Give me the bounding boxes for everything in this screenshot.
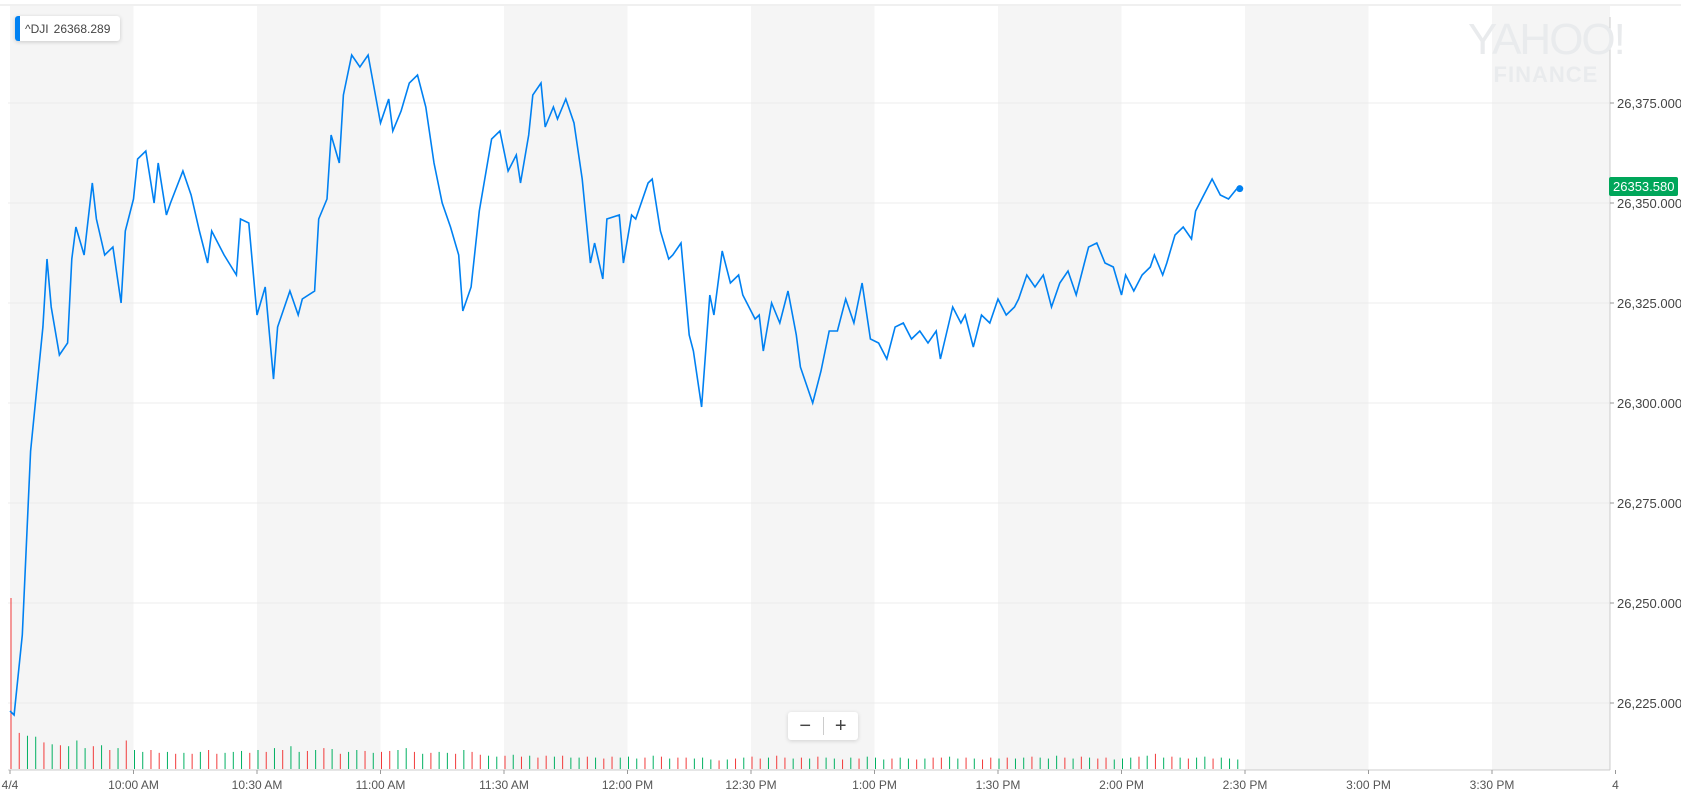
x-tick-label: 10:30 AM <box>232 778 283 792</box>
x-tick-label: 4/4 <box>2 778 19 792</box>
zoom-controls: − + <box>788 712 858 740</box>
y-tick-label: 26,275.000 <box>1617 496 1681 511</box>
zoom-divider <box>822 717 824 735</box>
yahoo-finance-watermark: YAHOO! FINANCE <box>1468 15 1626 87</box>
x-tick-label: 1:30 PM <box>976 778 1021 792</box>
x-tick-label: 12:00 PM <box>602 778 653 792</box>
x-tick-label: 2:00 PM <box>1099 778 1144 792</box>
time-band <box>998 6 1122 770</box>
last-price-dot <box>1236 185 1244 193</box>
legend-value: 26368.289 <box>53 21 111 36</box>
series-color-marker <box>15 16 20 41</box>
y-tick-label: 26,350.000 <box>1617 196 1681 211</box>
y-tick-label: 26,225.000 <box>1617 696 1681 711</box>
last-price-tag: 26353.580 <box>1609 177 1679 196</box>
y-tick-label: 26,300.000 <box>1617 396 1681 411</box>
time-band <box>751 6 875 770</box>
zoom-out-button[interactable]: − <box>799 714 812 737</box>
zoom-in-button[interactable]: + <box>834 714 847 737</box>
time-band <box>10 6 134 770</box>
watermark-yahoo: YAHOO! <box>1468 15 1626 64</box>
x-tick-label: 3:00 PM <box>1346 778 1391 792</box>
series-legend[interactable]: ^DJI 26368.289 <box>15 16 121 41</box>
y-tick-label: 26,375.000 <box>1617 96 1681 111</box>
price-line <box>9 52 1238 717</box>
x-tick-label: 11:00 AM <box>356 778 406 792</box>
x-tick-label: 11:30 AM <box>479 778 529 792</box>
time-band <box>257 6 381 770</box>
x-tick-label: 2:30 PM <box>1223 778 1268 792</box>
x-tick-label: 3:30 PM <box>1470 778 1515 792</box>
time-band <box>504 6 628 770</box>
watermark-finance: FINANCE <box>1493 62 1599 87</box>
time-band <box>1492 6 1610 770</box>
x-tick-label: 12:30 PM <box>725 778 776 792</box>
legend-symbol: ^DJI <box>25 21 49 36</box>
y-tick-label: 26,250.000 <box>1617 596 1681 611</box>
x-tick-label: 1:00 PM <box>852 778 897 792</box>
x-tick-label: 4 <box>1612 778 1619 792</box>
time-band <box>1245 6 1369 770</box>
x-tick-label: 10:00 AM <box>108 778 159 792</box>
y-tick-label: 26,325.000 <box>1617 296 1681 311</box>
